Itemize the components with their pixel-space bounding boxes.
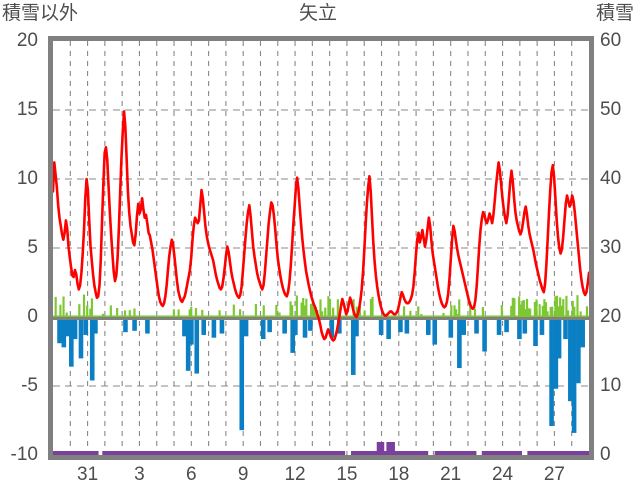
x-axis-tick-label: 6 (186, 464, 197, 485)
y-axis-right-tick-label: 60 (600, 30, 622, 51)
y-axis-left-tick-label: -10 (10, 444, 38, 465)
page-title: 矢立 (298, 3, 337, 24)
x-axis-tick-label: 31 (77, 464, 99, 485)
x-axis-tick-label: 21 (440, 464, 462, 485)
y-axis-left-tick-label: 20 (16, 30, 38, 51)
x-axis-tick-label: 24 (491, 464, 514, 485)
x-axis-tick-label: 18 (388, 464, 410, 485)
y-axis-left-tick-label: 0 (27, 306, 38, 327)
y-axis-left-tick-label: 10 (16, 168, 38, 189)
series-layer (53, 41, 589, 455)
y-axis-right-tick-label: 20 (600, 306, 622, 327)
x-axis-tick-label: 12 (284, 464, 306, 485)
y-axis-left-tick-label: -5 (21, 375, 38, 396)
plot-area (48, 36, 594, 460)
y-axis-right-tick-label: 40 (600, 168, 622, 189)
x-axis-tick-label: 3 (134, 464, 145, 485)
y-axis-right-tick-label: 10 (600, 375, 622, 396)
x-axis-tick-label: 15 (336, 464, 358, 485)
left-axis-unit-label: 積雪以外 (2, 3, 79, 24)
y-axis-right-tick-label: 50 (600, 99, 622, 120)
y-axis-right-tick-label: 0 (600, 444, 611, 465)
x-axis-tick-label: 27 (543, 464, 565, 485)
right-axis-unit-label: 積雪 (595, 3, 634, 24)
y-axis-left-tick-label: 15 (16, 99, 38, 120)
y-axis-left-tick-label: 5 (27, 237, 38, 258)
y-axis-right-tick-label: 30 (600, 237, 622, 258)
plot-inner (53, 41, 589, 455)
x-axis-tick-label: 9 (237, 464, 249, 485)
